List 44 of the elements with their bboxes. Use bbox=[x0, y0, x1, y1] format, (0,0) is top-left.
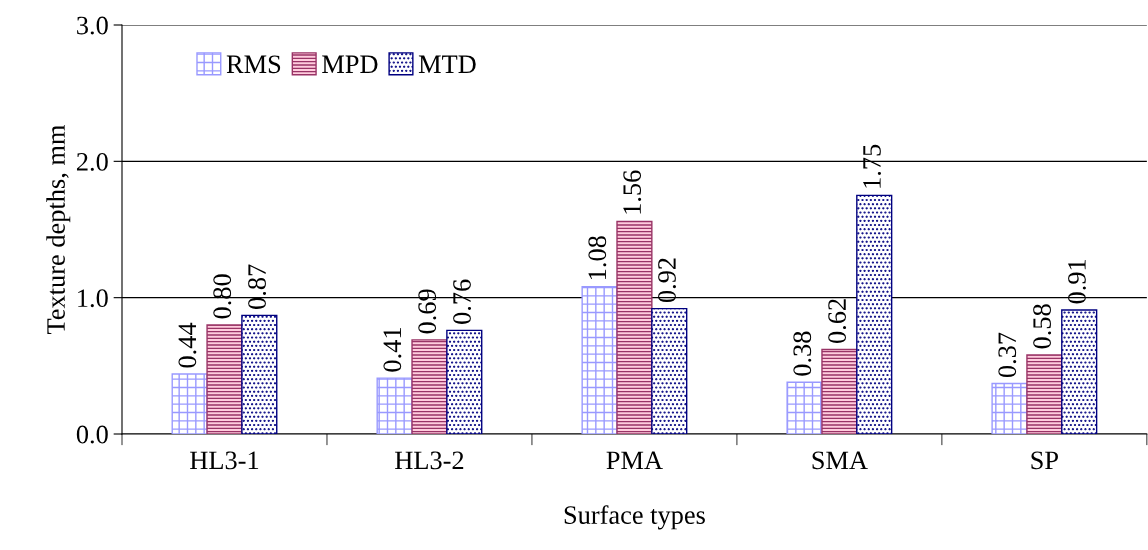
data-label: 0.87 bbox=[248, 264, 267, 309]
x-axis-title: Surface types bbox=[564, 505, 705, 530]
data-label: 0.41 bbox=[383, 328, 402, 372]
data-label: 0.44 bbox=[178, 322, 197, 368]
bar bbox=[446, 329, 483, 434]
data-label: 0.37 bbox=[998, 332, 1017, 378]
bar bbox=[991, 382, 1028, 434]
y-tick-label: 3.0 bbox=[77, 16, 108, 35]
data-label: 0.92 bbox=[658, 258, 676, 303]
bar bbox=[786, 381, 823, 434]
data-label: 0.91 bbox=[1068, 259, 1086, 304]
x-tick-label: HL3-2 bbox=[395, 451, 464, 470]
data-label: 0.38 bbox=[793, 331, 812, 376]
data-label: 0.76 bbox=[453, 279, 472, 324]
data-label: 0.69 bbox=[418, 289, 437, 334]
bar bbox=[206, 324, 243, 434]
bar bbox=[651, 307, 688, 434]
legend-label: RMS bbox=[226, 55, 281, 74]
bar bbox=[856, 194, 893, 434]
legend-label: MPD bbox=[322, 55, 378, 73]
data-label: 0.80 bbox=[213, 274, 232, 319]
bar bbox=[376, 377, 413, 434]
bar bbox=[241, 314, 278, 434]
data-label: 0.62 bbox=[828, 299, 847, 344]
y-tick-label: 2.0 bbox=[76, 152, 108, 171]
bar bbox=[411, 339, 448, 434]
x-tick-label: PMA bbox=[606, 451, 663, 469]
y-tick-label: 0.0 bbox=[76, 425, 108, 444]
x-tick-label: SMA bbox=[812, 451, 868, 470]
y-tick-label: 1.0 bbox=[78, 289, 108, 308]
bar bbox=[1026, 354, 1063, 434]
bar bbox=[821, 348, 858, 434]
bar bbox=[616, 220, 653, 434]
bar bbox=[1061, 309, 1098, 434]
legend-label: MTD bbox=[418, 55, 476, 73]
data-label: 1.08 bbox=[588, 236, 607, 279]
x-tick-label: HL3-1 bbox=[190, 451, 259, 470]
data-label: 1.75 bbox=[863, 144, 881, 188]
data-label: 1.56 bbox=[623, 170, 642, 214]
x-tick-label: SP bbox=[1031, 451, 1058, 470]
bar bbox=[171, 373, 208, 434]
y-axis-title: Texture depths, mm bbox=[46, 124, 71, 334]
data-label: 0.58 bbox=[1033, 304, 1052, 349]
bar bbox=[581, 286, 618, 434]
